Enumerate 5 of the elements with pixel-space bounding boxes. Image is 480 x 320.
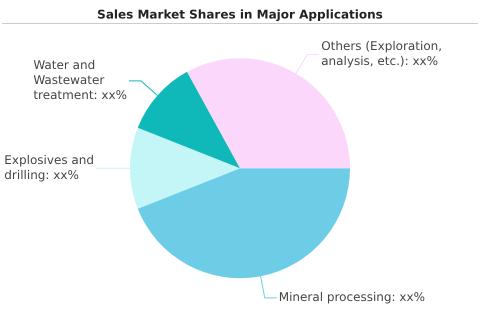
slice-label: Mineral processing: xx% — [278, 290, 425, 304]
slice-label: Water and Wastewater treatment: xx% — [33, 58, 127, 102]
slice-label: Explosives and drilling: xx% — [4, 152, 94, 182]
slice-label: Others (Exploration, analysis, etc.): xx% — [321, 39, 442, 68]
chart-title: Sales Market Shares in Major Applications — [97, 7, 383, 22]
